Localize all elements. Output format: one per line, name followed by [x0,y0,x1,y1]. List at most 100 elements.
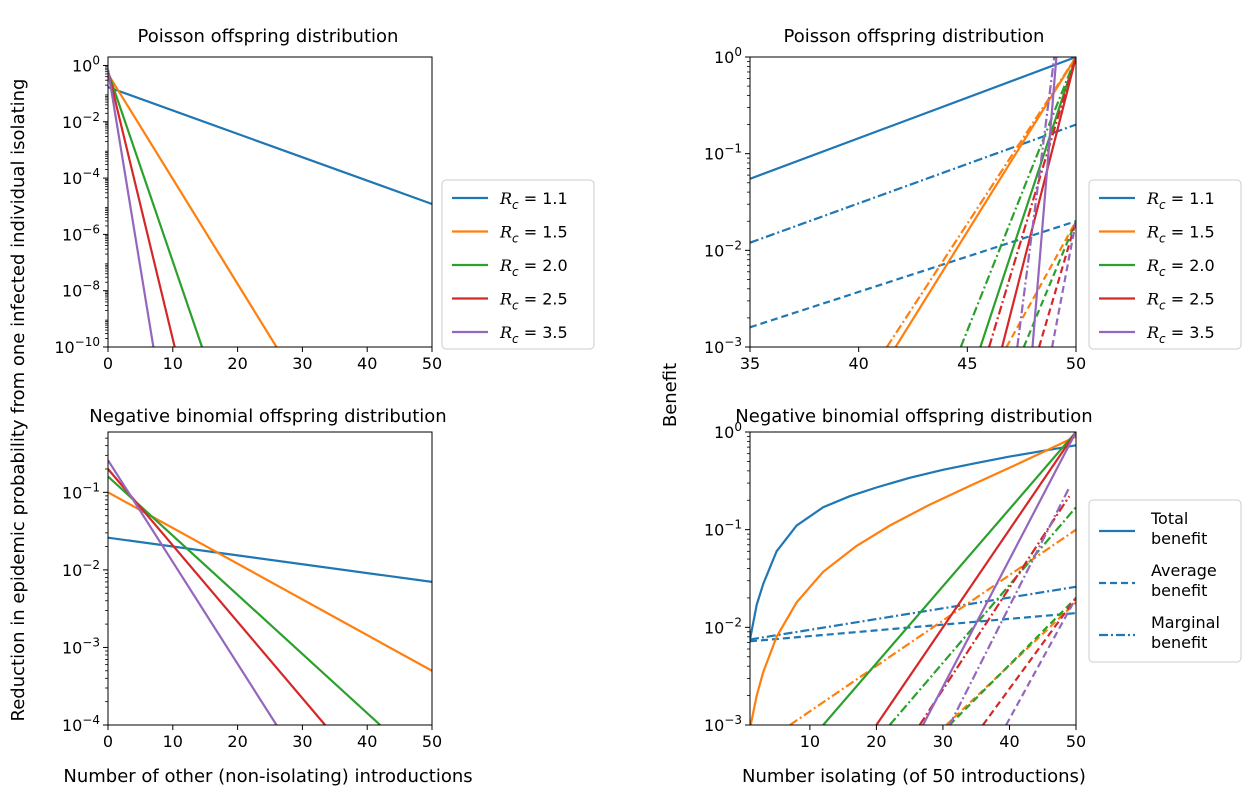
x-tick-label: 50 [1066,732,1086,751]
x-tick-label: 45 [957,354,977,373]
legend-frame [1088,499,1242,663]
x-tick-label: 40 [848,354,868,373]
series-line [108,71,204,347]
series-group [108,69,432,347]
chart-poisson-left: 0 10 20 30 40 50 100 10−2 10−4 10−6 10−8 10−10 [54,53,442,373]
axes-frame [749,56,1077,348]
series-line [108,73,278,347]
series-line [750,123,1076,244]
y-tick-label: 10−8 [62,279,100,301]
series-line [979,57,1076,347]
legend-label: Rc = 1.5 [1146,223,1215,246]
x-tick-label: 20 [866,732,886,751]
series-line [108,468,326,725]
series-line [948,597,1076,725]
x-tick-label: 20 [227,354,247,373]
panel-title-negbin-left: Negative binomial offspring distribution [89,406,446,427]
panel-title-poisson-left: Poisson offspring distribution [138,26,399,47]
y-tick-label: 10−1 [704,142,742,164]
series-line [750,585,1076,641]
y-tick-label: 10−2 [704,615,742,637]
series-line [959,57,1076,347]
series-line [108,70,176,347]
series-line [1031,57,1058,347]
y-tick-label: 10−6 [62,222,100,244]
series-line [894,57,1076,347]
y-tick-label: 10−3 [704,713,742,735]
x-axis-label-left: Number of other (non-isolating) introduc… [63,766,472,787]
y-tick-label: 10−1 [62,480,100,502]
legend-label: benefit [1151,633,1207,652]
legend-benefit-type: TotalbenefitAveragebenefitMarginalbenefi… [1088,499,1242,663]
series-line [1051,220,1076,347]
x-tick-label: 30 [933,732,953,751]
series-line [1022,220,1076,347]
legend-label: Marginal [1151,613,1220,632]
y-tick-label: 10−4 [62,713,100,735]
series-line [750,220,1076,329]
series-line [982,597,1076,725]
series-line [945,601,1076,725]
series-line [108,475,381,725]
legend-label: benefit [1151,529,1207,548]
chart-poisson-right: 35 40 45 50 100 10−1 10−2 10−3 [704,45,1086,373]
series-line [1016,57,1056,347]
legend-label: benefit [1151,581,1207,600]
legend-label: Rc = 2.0 [1146,256,1215,279]
x-tick-label: 20 [227,732,247,751]
legend-label: Total [1150,509,1188,528]
series-line [922,432,1076,725]
x-tick-label: 10 [800,732,820,751]
x-tick-label: 50 [422,354,442,373]
legend-label: Rc = 2.5 [1146,290,1215,313]
panel-title-poisson-right: Poisson offspring distribution [784,26,1045,47]
series-line [1038,220,1076,347]
x-tick-label: 35 [740,354,760,373]
x-tick-label: 10 [163,732,183,751]
y-tick-label: 10−2 [704,238,742,260]
y-tick-label: 10−2 [62,110,100,132]
series-line [948,487,1071,725]
legend-label: Rc = 1.1 [1146,189,1215,212]
axes-frame [107,56,433,348]
legend-label: Rc = 3.5 [499,323,568,346]
axes-frame [749,431,1077,726]
x-tick-label: 30 [292,354,312,373]
panel-title-negbin-right: Negative binomial offspring distribution [735,406,1092,427]
series-line [875,432,1076,725]
series-line [1001,57,1076,347]
y-tick-label: 100 [714,45,742,67]
x-tick-label: 0 [103,354,113,373]
series-line [108,69,155,347]
series-group [108,459,432,725]
y-axis-label-right: Benefit [660,363,681,427]
x-axis-label-right: Number isolating (of 50 introductions) [742,766,1086,787]
y-tick-label: 100 [714,420,742,442]
y-tick-label: 10−10 [54,335,100,357]
series-line [750,444,1076,640]
legend-frame [1088,179,1242,350]
chart-negbin-left: 0 10 20 30 40 50 10−1 10−2 10−3 10−4 [62,431,442,751]
series-line [1005,597,1076,725]
series-line [108,536,432,583]
legend-frame [441,179,595,350]
y-tick-label: 10−3 [704,335,742,357]
legend-label: Rc = 3.5 [1146,323,1215,346]
legend-rc-top-left: Rc = 1.1 Rc = 1.5 Rc = 2.0 Rc = 2.5 Rc = 3.5 [441,179,595,350]
x-tick-label: 0 [103,732,113,751]
series-line [822,432,1076,725]
x-tick-label: 50 [1066,354,1086,373]
legend-rc-top-right: Rc = 1.1 Rc = 1.5 Rc = 2.0 Rc = 2.5 Rc = 3.5 [1088,179,1242,350]
x-tick-label: 10 [163,354,183,373]
legend-label: Rc = 1.5 [499,223,568,246]
x-tick-label: 40 [357,354,377,373]
series-line [750,435,1076,725]
series-line [888,506,1076,725]
series-line [750,57,1076,180]
axes-frame [107,431,433,726]
series-group [750,432,1076,725]
y-tick-label: 10−4 [62,166,100,188]
legend-label: Rc = 2.5 [499,290,568,313]
series-line [108,491,432,672]
